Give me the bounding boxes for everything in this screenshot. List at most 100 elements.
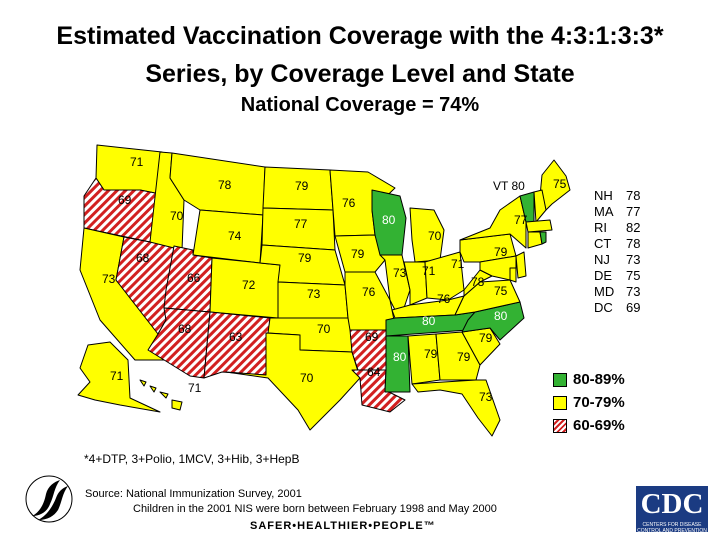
state-value-il: 73 — [393, 266, 407, 280]
small-state-row-dc: DC 69 — [594, 300, 640, 316]
state-value-id: 70 — [170, 209, 184, 223]
state-value-ne: 79 — [298, 251, 312, 265]
small-state-abbr: MA — [594, 204, 614, 219]
footnote: *4+DTP, 3+Polio, 1MCV, 3+Hib, 3+HepB — [84, 452, 300, 466]
state-value-ks: 73 — [307, 287, 321, 301]
state-value-wv: 78 — [471, 275, 485, 289]
state-value-ms: 80 — [393, 350, 407, 364]
legend-swatch — [553, 372, 567, 387]
state-value-wa: 71 — [130, 155, 144, 169]
state-oh — [424, 251, 465, 301]
state-value-az: 68 — [178, 322, 192, 336]
state-value-nv: 68 — [136, 251, 150, 265]
state-value-in: 71 — [422, 264, 436, 278]
state-wv — [463, 269, 493, 297]
small-state-value: 73 — [626, 284, 641, 299]
state-value-nc: 80 — [494, 309, 508, 323]
state-hi — [139, 379, 183, 411]
state-value-ia: 79 — [351, 247, 365, 261]
state-value-ca: 73 — [102, 272, 116, 286]
state-de — [509, 267, 517, 283]
small-state-abbr: NH — [594, 188, 613, 203]
map-subtitle: National Coverage = 74% — [240, 94, 480, 116]
state-ia — [334, 234, 386, 273]
state-tx — [225, 332, 361, 431]
map-title-line2: Series, by Coverage Level and State — [145, 60, 575, 88]
state-ak — [77, 341, 161, 413]
small-state-abbr: RI — [594, 220, 607, 235]
small-state-row-nh: NH 78 — [594, 188, 640, 204]
state-value-oh: 71 — [451, 257, 465, 271]
state-value-co: 72 — [242, 278, 256, 292]
state-value-hi: 71 — [188, 381, 202, 395]
state-nj — [515, 251, 527, 279]
small-state-row-md: MD 73 — [594, 284, 640, 300]
small-state-value: 77 — [626, 204, 641, 219]
state-value-tn: 80 — [422, 314, 436, 328]
small-state-value: 73 — [626, 252, 641, 267]
legend-swatch — [553, 395, 567, 410]
state-ma — [525, 219, 553, 233]
state-in — [403, 261, 428, 306]
small-state-value: 78 — [626, 236, 641, 251]
legend-label: 60-69% — [573, 417, 625, 434]
small-state-abbr: DC — [594, 300, 613, 315]
state-value-me: 75 — [553, 177, 567, 191]
state-value-nm: 63 — [229, 330, 243, 344]
state-nh — [533, 189, 547, 223]
state-value-mt: 78 — [218, 178, 232, 192]
small-state-value: 82 — [626, 220, 641, 235]
map-title-line1: Estimated Vaccination Coverage with the … — [56, 22, 664, 50]
map-legend: 80-89% 70-79% 60-69% — [553, 368, 625, 437]
state-value-ky: 76 — [437, 292, 451, 306]
cdc-logo: CDC CENTERS FOR DISEASE CONTROL AND PREV… — [636, 486, 708, 534]
state-value-mn: 76 — [342, 196, 356, 210]
state-value-wy: 74 — [228, 229, 242, 243]
state-value-ak: 71 — [110, 369, 124, 383]
state-md — [479, 255, 517, 281]
state-value-mo: 76 — [362, 285, 376, 299]
legend-label: 80-89% — [573, 371, 625, 388]
state-value-pa: 79 — [494, 245, 508, 259]
small-state-abbr: DE — [594, 268, 613, 283]
state-value-or: 69 — [118, 193, 132, 207]
small-state-value: 75 — [626, 268, 641, 283]
state-nm — [203, 311, 271, 379]
small-state-row-nj: NJ 73 — [594, 252, 640, 268]
state-value-wi: 80 — [382, 213, 396, 227]
small-state-row-ma: MA 77 — [594, 204, 640, 220]
source-note: Source: National Immunization Survey, 20… — [85, 488, 302, 500]
slogan: SAFER•HEALTHIER•PEOPLE™ — [250, 520, 436, 532]
state-value-tx: 70 — [300, 371, 314, 385]
state-value-sc: 79 — [479, 331, 493, 345]
small-state-abbr: CT — [594, 236, 612, 251]
small-state-value: 69 — [626, 300, 641, 315]
legend-item-low: 60-69% — [553, 414, 625, 437]
source-detail: Children in the 2001 NIS were born betwe… — [133, 503, 497, 515]
state-value-ny: 77 — [514, 213, 528, 227]
small-states-table: NH 78 MA 77 RI 82 CT 78 NJ 73 DE 75 MD 73 DC 69 — [594, 188, 640, 316]
state-value-sd: 77 — [294, 217, 308, 231]
legend-label: 70-79% — [573, 394, 625, 411]
state-value-al: 79 — [424, 347, 438, 361]
legend-swatch — [553, 418, 567, 433]
small-state-abbr: MD — [594, 284, 615, 299]
small-state-row-de: DE 75 — [594, 268, 640, 284]
state-value-ok: 70 — [317, 322, 331, 336]
small-state-row-ri: RI 82 — [594, 220, 640, 236]
vt-callout-label: VT 80 — [493, 179, 525, 193]
state-wa — [95, 144, 163, 195]
state-value-mi: 70 — [428, 229, 442, 243]
state-value-nd: 79 — [295, 179, 309, 193]
hhs-logo — [25, 475, 73, 523]
state-value-la: 64 — [367, 365, 381, 379]
legend-item-high: 80-89% — [553, 368, 625, 391]
state-ms — [384, 335, 411, 393]
state-value-ga: 79 — [457, 350, 471, 364]
state-ga — [435, 331, 481, 381]
state-ri — [539, 231, 547, 245]
legend-item-mid: 70-79% — [553, 391, 625, 414]
state-value-ar: 69 — [365, 330, 379, 344]
small-state-row-ct: CT 78 — [594, 236, 640, 252]
